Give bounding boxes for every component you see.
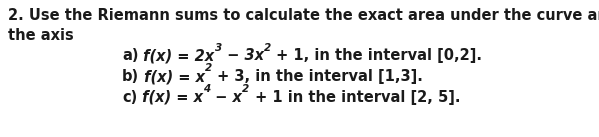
Text: the axis: the axis [8, 28, 74, 43]
Text: b): b) [122, 69, 139, 84]
Text: c): c) [122, 90, 137, 105]
Text: f(x) = x: f(x) = x [137, 90, 203, 105]
Text: + 1, in the interval [0,2].: + 1, in the interval [0,2]. [271, 48, 482, 63]
Text: + 3, in the interval [1,3].: + 3, in the interval [1,3]. [213, 69, 423, 84]
Text: 4: 4 [203, 84, 210, 94]
Text: 2: 2 [243, 84, 250, 94]
Text: + 1 in the interval [2, 5].: + 1 in the interval [2, 5]. [250, 90, 460, 105]
Text: − 3x: − 3x [222, 48, 264, 63]
Text: 2: 2 [264, 43, 271, 53]
Text: f(x) = 2x: f(x) = 2x [138, 48, 214, 63]
Text: 3: 3 [214, 43, 222, 53]
Text: a): a) [122, 48, 138, 63]
Text: f(x) = x: f(x) = x [139, 69, 205, 84]
Text: 2. Use the Riemann sums to calculate the exact area under the curve and above: 2. Use the Riemann sums to calculate the… [8, 8, 599, 23]
Text: 2: 2 [205, 63, 213, 73]
Text: − x: − x [210, 90, 243, 105]
